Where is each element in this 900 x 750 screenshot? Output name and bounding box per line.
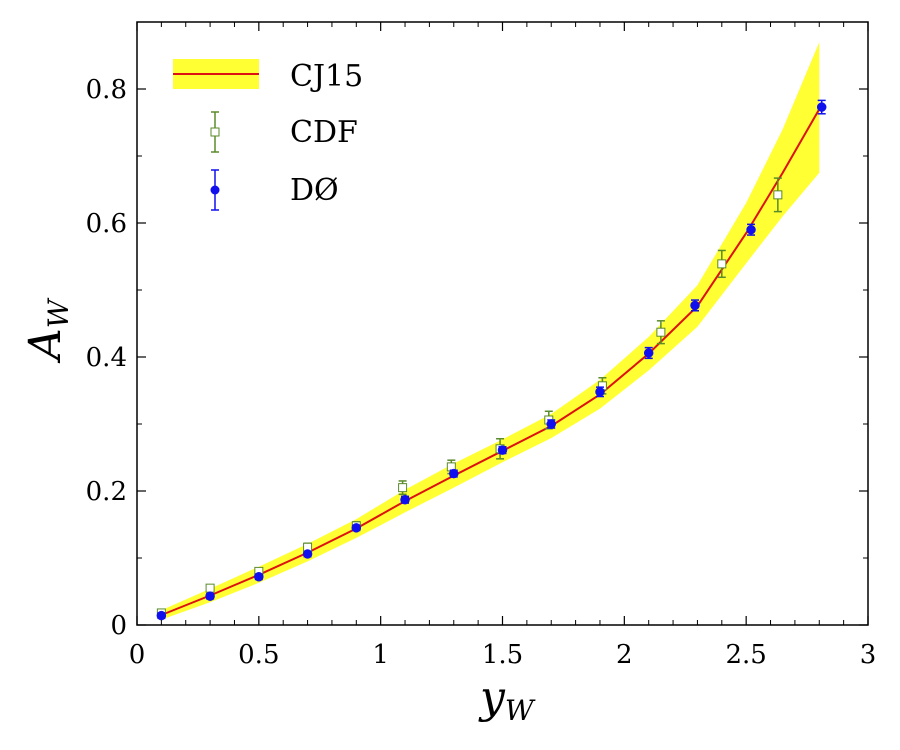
x-axis-symbol: y [478, 672, 506, 723]
x-tick-label: 0 [129, 640, 146, 670]
cdf-marker [398, 483, 408, 493]
x-axis-label: yW [478, 672, 536, 727]
d0-marker [746, 224, 756, 235]
y-tick-label: 0.6 [86, 209, 127, 239]
d0-marker [816, 102, 827, 112]
legend-entry-cdf: CDF [210, 111, 358, 153]
y-tick-label: 0.2 [86, 477, 127, 507]
d0-point [156, 610, 167, 621]
d0-point [449, 468, 459, 479]
cdf-marker [717, 259, 727, 269]
d0-marker [643, 348, 654, 358]
legend-d0-dot [210, 185, 220, 195]
cdf-point [656, 320, 666, 345]
x-tick-label: 2.5 [725, 640, 766, 670]
y-axis-title: AW [20, 297, 75, 364]
band-layer [161, 42, 820, 620]
x-tick-label: 2 [616, 640, 633, 670]
d0-marker [497, 445, 508, 455]
d0-marker [254, 572, 264, 582]
plot-area [156, 42, 827, 621]
d0-point [205, 591, 215, 601]
x-tick-label: 1.5 [482, 640, 523, 670]
legend-cdf-square [210, 127, 220, 137]
x-tick-label: 1 [372, 640, 389, 670]
cdf-point [717, 249, 727, 279]
d0-marker [302, 549, 313, 559]
y-axis-label: AW [20, 297, 75, 364]
d0-point [497, 445, 508, 455]
legend-entry-d0: DØ [210, 169, 339, 211]
cdf-marker [656, 327, 666, 337]
d0-point [546, 419, 556, 429]
cdf-point [398, 480, 408, 496]
d0-point [816, 99, 827, 115]
y-tick-label: 0 [110, 611, 127, 641]
y-tick-label: 0.8 [86, 75, 127, 105]
tick-layer: 0 0.5 1 1.5 2 2.5 3 0 0.2 0.4 0.6 0.8 [86, 22, 877, 670]
cdf-point [205, 583, 215, 593]
d0-marker [156, 610, 167, 621]
y-axis-subscript: W [42, 297, 75, 328]
cdf-point [773, 177, 783, 213]
legend-entry-cj15: CJ15 [173, 59, 363, 94]
d0-marker [205, 591, 215, 601]
x-tick-label: 3 [860, 640, 877, 670]
points-layer [156, 99, 827, 621]
d0-point [351, 523, 362, 533]
legend-label-cdf: CDF [290, 115, 358, 150]
x-axis-subscript: W [505, 694, 536, 727]
cdf-marker [773, 190, 783, 200]
d0-marker [351, 523, 362, 533]
d0-point [302, 549, 313, 559]
d0-marker [449, 468, 459, 479]
d0-marker [690, 300, 700, 311]
d0-point [746, 223, 756, 236]
x-axis-title: yW [478, 672, 536, 727]
cdf-marker [205, 583, 215, 593]
d0-point [400, 494, 410, 505]
d0-point [254, 572, 264, 582]
d0-marker [400, 494, 410, 505]
d0-marker [546, 419, 556, 429]
uncertainty-band-cj15 [161, 42, 820, 620]
x-tick-label: 0.5 [238, 640, 279, 670]
y-tick-label: 0.4 [86, 343, 127, 373]
legend-label-d0: DØ [290, 173, 339, 208]
d0-point [595, 386, 605, 398]
d0-point [690, 299, 700, 312]
y-axis-symbol: A [20, 328, 71, 364]
legend: CJ15 CDF DØ [173, 59, 363, 211]
d0-marker [595, 387, 605, 397]
d0-point [643, 346, 654, 360]
legend-label-cj15: CJ15 [290, 59, 363, 94]
